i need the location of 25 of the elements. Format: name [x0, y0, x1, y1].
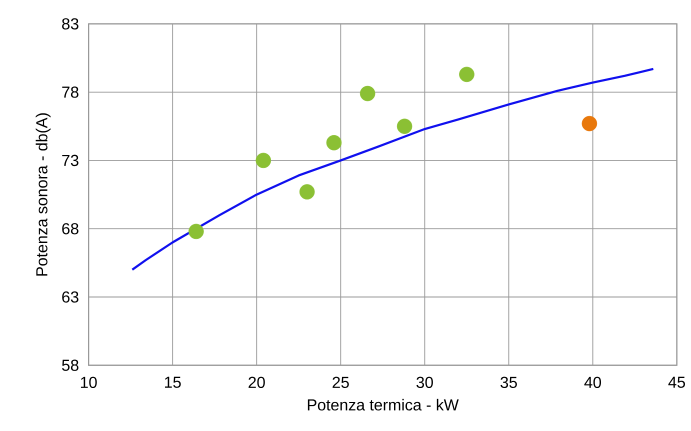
- x-tick-label: 30: [416, 376, 433, 388]
- x-tick-label: 35: [500, 376, 517, 388]
- y-tick-label: 63: [62, 291, 78, 303]
- y-tick-label: 58: [62, 360, 78, 371]
- y-axis-title: Potenza sonora - db(A): [36, 113, 51, 276]
- x-axis-title: Potenza termica - kW: [308, 398, 459, 411]
- x-tick-label: 45: [668, 376, 686, 388]
- y-tick-label: 83: [62, 18, 78, 30]
- point: [360, 86, 376, 102]
- y-tick-label: 78: [62, 86, 78, 98]
- x-tick-label: 20: [248, 376, 265, 388]
- x-tick-label: 40: [584, 376, 602, 388]
- point: [396, 118, 412, 134]
- y-tick-label: 73: [62, 154, 78, 166]
- x-tick-label: 10: [80, 376, 97, 388]
- point: [256, 152, 272, 168]
- point: [582, 116, 598, 132]
- point: [299, 184, 315, 200]
- point: [326, 135, 342, 150]
- x-tick-label: 15: [164, 376, 181, 388]
- point: [188, 224, 204, 240]
- y-tick-label: 68: [62, 223, 78, 234]
- x-tick-label: 25: [332, 376, 349, 388]
- point: [459, 66, 474, 82]
- line-series: [131, 68, 654, 271]
